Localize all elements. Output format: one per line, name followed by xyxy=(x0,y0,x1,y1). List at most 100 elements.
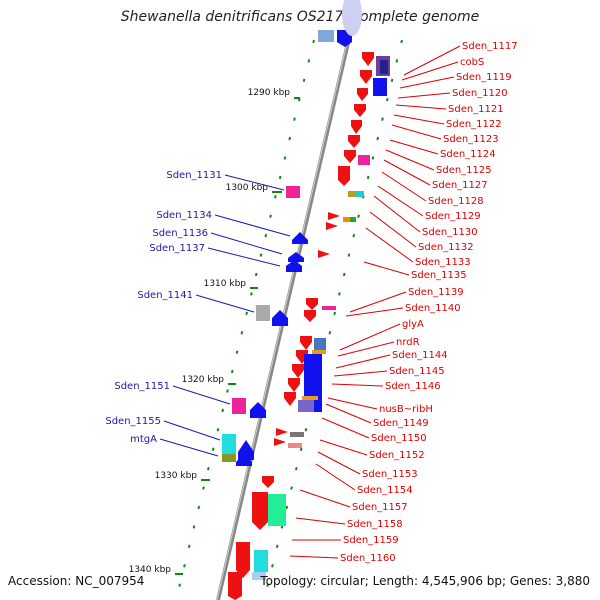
gene-arrow xyxy=(326,222,338,230)
scale-tick-label: 1300 kbp xyxy=(226,183,269,193)
gene-leader-line xyxy=(389,139,439,155)
gene-block-blue xyxy=(373,78,387,96)
gene-leader-line xyxy=(391,124,442,140)
gene-leader-line xyxy=(381,171,427,202)
genome-backbone xyxy=(216,0,360,600)
gene-leader-line xyxy=(369,211,417,248)
gene-label: glyA xyxy=(402,319,424,330)
gene-block-pink xyxy=(322,306,336,310)
gene-arrow xyxy=(362,52,374,66)
gene-leader-line xyxy=(339,323,401,351)
gene-arrow-left xyxy=(292,232,308,244)
gene-label: Sden_1136 xyxy=(152,228,208,239)
gene-arrow xyxy=(304,310,316,322)
gene-arrow xyxy=(262,476,274,488)
gene-label: Sden_1127 xyxy=(432,180,488,191)
gene-leader-line xyxy=(403,45,461,76)
gene-block-top-light xyxy=(318,30,334,42)
gene-leader-line xyxy=(335,354,391,369)
gene-block-orange xyxy=(343,217,351,222)
gene-block-paleblue xyxy=(252,572,266,580)
gene-label: Sden_1149 xyxy=(373,418,429,429)
gene-label: Sden_1145 xyxy=(389,366,445,377)
gene-label: Sden_1132 xyxy=(418,242,474,253)
scale-tick-label: 1310 kbp xyxy=(204,279,247,289)
scale-tick-label: 1320 kbp xyxy=(182,375,225,385)
gene-label: Sden_1125 xyxy=(436,165,492,176)
scale-tick-label: 1340 kbp xyxy=(129,565,172,575)
gene-block xyxy=(236,542,250,578)
gene-leader-line xyxy=(207,247,281,267)
gene-labels-right: Sden_1117 cobS Sden_1119 Sden_1120 Sden_1121… xyxy=(289,41,518,564)
gene-leader-line xyxy=(172,385,231,405)
gene-label: Sden_1158 xyxy=(347,519,403,530)
gene-label: Sden_1155 xyxy=(105,416,161,427)
gene-leader-line xyxy=(289,555,339,559)
gene-block-seafoam xyxy=(268,494,286,526)
gene-block-stack-lavender xyxy=(298,400,314,412)
gene-label: Sden_1137 xyxy=(149,243,205,254)
gene-block-magenta-left2 xyxy=(232,398,246,414)
gene-arrow xyxy=(306,298,318,310)
gene-leader-line xyxy=(327,397,378,410)
gene-label: Sden_1151 xyxy=(114,381,170,392)
gene-arrow xyxy=(288,378,300,392)
gene-label: Sden_1135 xyxy=(411,270,467,281)
dotted-track-outer xyxy=(263,39,403,600)
gene-leader-line xyxy=(295,517,346,525)
gene-label: Sden_1124 xyxy=(440,149,496,160)
gene-block-top-lavender xyxy=(342,0,362,36)
gene-leader-line xyxy=(345,307,404,317)
gene-leader-line xyxy=(224,174,285,191)
gene-arrow-left xyxy=(288,252,304,262)
gene-arrow xyxy=(328,212,340,220)
gene-block-steel xyxy=(314,338,326,352)
gene-arrow xyxy=(351,120,362,134)
gene-label: Sden_1159 xyxy=(343,535,399,546)
gene-arrow-left xyxy=(236,454,252,466)
gene-label: Sden_1141 xyxy=(137,290,193,301)
gene-arrow-left xyxy=(272,310,288,326)
gene-label: Sden_1130 xyxy=(422,227,478,238)
gene-block-olive xyxy=(348,191,356,197)
gene-arrow-left xyxy=(250,402,266,418)
gene-label: Sden_1131 xyxy=(166,170,222,181)
gene-label: mtgA xyxy=(130,434,157,445)
gene-leader-line xyxy=(395,104,447,110)
right-strand-genes xyxy=(228,52,374,600)
gene-label: nusB~ribH xyxy=(379,404,433,415)
gene-leader-line xyxy=(325,403,372,424)
gene-block-stack-orange xyxy=(302,396,318,400)
gene-leader-line xyxy=(377,185,424,217)
gene-leader-line xyxy=(195,294,255,313)
gene-block-gray xyxy=(290,432,304,437)
gene-leader-line xyxy=(321,417,370,439)
gene-leader-line xyxy=(210,232,283,255)
dotted-track-inner xyxy=(175,39,315,600)
gene-leader-line xyxy=(383,159,431,186)
gene-label: Sden_1128 xyxy=(428,196,484,207)
gene-block-green xyxy=(350,217,356,222)
gene-label: Sden_1121 xyxy=(448,104,504,115)
gene-arrow xyxy=(354,104,366,117)
gene-leader-line xyxy=(159,438,219,457)
gene-leader-line xyxy=(163,420,221,441)
gene-label: Sden_1134 xyxy=(156,210,212,221)
gene-label: Sden_1123 xyxy=(443,134,499,145)
gene-label: cobS xyxy=(460,57,484,68)
gene-block-cyan xyxy=(254,550,268,572)
gene-arrow xyxy=(300,336,312,350)
gene-block-cyan-left xyxy=(222,434,236,456)
gene-label: Sden_1153 xyxy=(362,469,418,480)
gene-label: Sden_1122 xyxy=(446,119,502,130)
gene-arrow-left xyxy=(238,440,254,460)
gene-leader-line xyxy=(319,439,368,456)
gene-label: Sden_1150 xyxy=(371,433,427,444)
gene-arrow xyxy=(296,350,308,364)
gene-labels-left: Sden_1131 Sden_1134 Sden_1136 Sden_1137 Sden… xyxy=(105,170,291,457)
gene-block-olive-left xyxy=(222,454,236,462)
gene-block-teal xyxy=(356,191,364,197)
scale-tick-label: 1330 kbp xyxy=(155,471,198,481)
